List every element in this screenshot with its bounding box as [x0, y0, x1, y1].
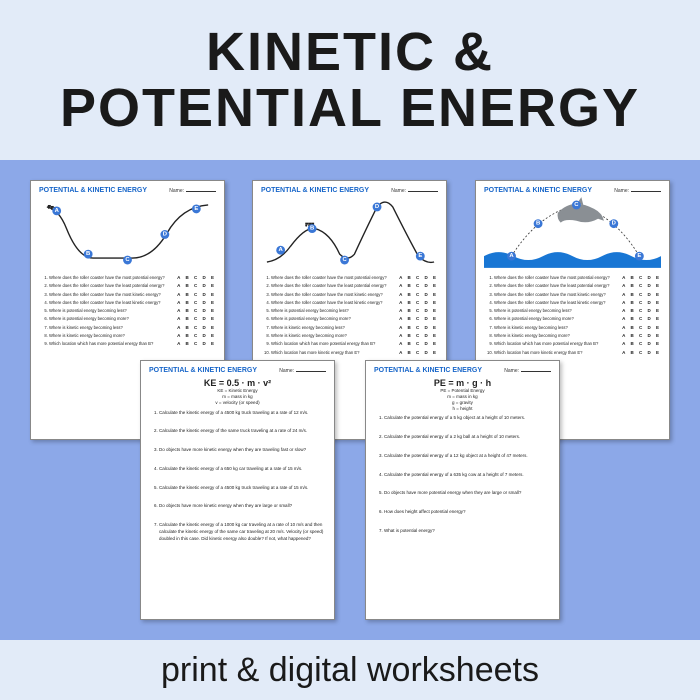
svg-text:D: D: [375, 204, 379, 210]
coaster-figure-1: A B C D E: [39, 196, 216, 271]
name-label: Name:: [169, 188, 216, 194]
worksheet-pe: POTENTIAL & KINETIC ENERGYName: PE = m ·…: [365, 360, 560, 620]
title-line-2: POTENTIAL ENERGY: [60, 77, 640, 139]
question-list: Where does the roller coaster have the m…: [39, 275, 216, 348]
title-line-1: KINETIC &: [206, 21, 494, 83]
svg-text:A: A: [509, 253, 514, 259]
ws-header: POTENTIAL & KINETIC ENERGY Name:: [39, 187, 216, 194]
pe-legend: PE = Potential Energy m = mass in kg g =…: [374, 388, 551, 411]
subtitle: print & digital worksheets: [161, 651, 539, 690]
svg-text:E: E: [194, 206, 198, 212]
points-1: A B C D E: [52, 204, 200, 264]
svg-text:A: A: [279, 247, 284, 253]
ke-formula: KE = 0.5 · m · v²: [149, 378, 326, 388]
svg-text:E: E: [637, 253, 641, 259]
subtitle-band: print & digital worksheets: [0, 640, 700, 700]
svg-text:C: C: [342, 257, 347, 263]
worksheet-area: POTENTIAL & KINETIC ENERGY Name: A B C D…: [0, 160, 700, 640]
pe-formula: PE = m · g · h: [374, 378, 551, 388]
svg-text:C: C: [125, 257, 130, 263]
svg-text:B: B: [86, 251, 90, 257]
ke-legend: KE = Kinetic Energy m = mass in kg v = v…: [149, 388, 326, 406]
coaster-figure-2: A B C D E: [261, 196, 438, 271]
title-band: KINETIC & POTENTIAL ENERGY: [0, 0, 700, 160]
svg-text:B: B: [536, 221, 540, 227]
svg-text:C: C: [574, 202, 579, 208]
svg-text:A: A: [55, 208, 60, 214]
svg-text:E: E: [418, 253, 422, 259]
svg-text:D: D: [163, 231, 167, 237]
svg-text:B: B: [310, 226, 314, 232]
dolphin-figure: A B C D E: [484, 196, 661, 271]
worksheet-ke: POTENTIAL & KINETIC ENERGYName: KE = 0.5…: [140, 360, 335, 620]
svg-text:D: D: [612, 221, 616, 227]
ws-title: POTENTIAL & KINETIC ENERGY: [39, 187, 147, 194]
